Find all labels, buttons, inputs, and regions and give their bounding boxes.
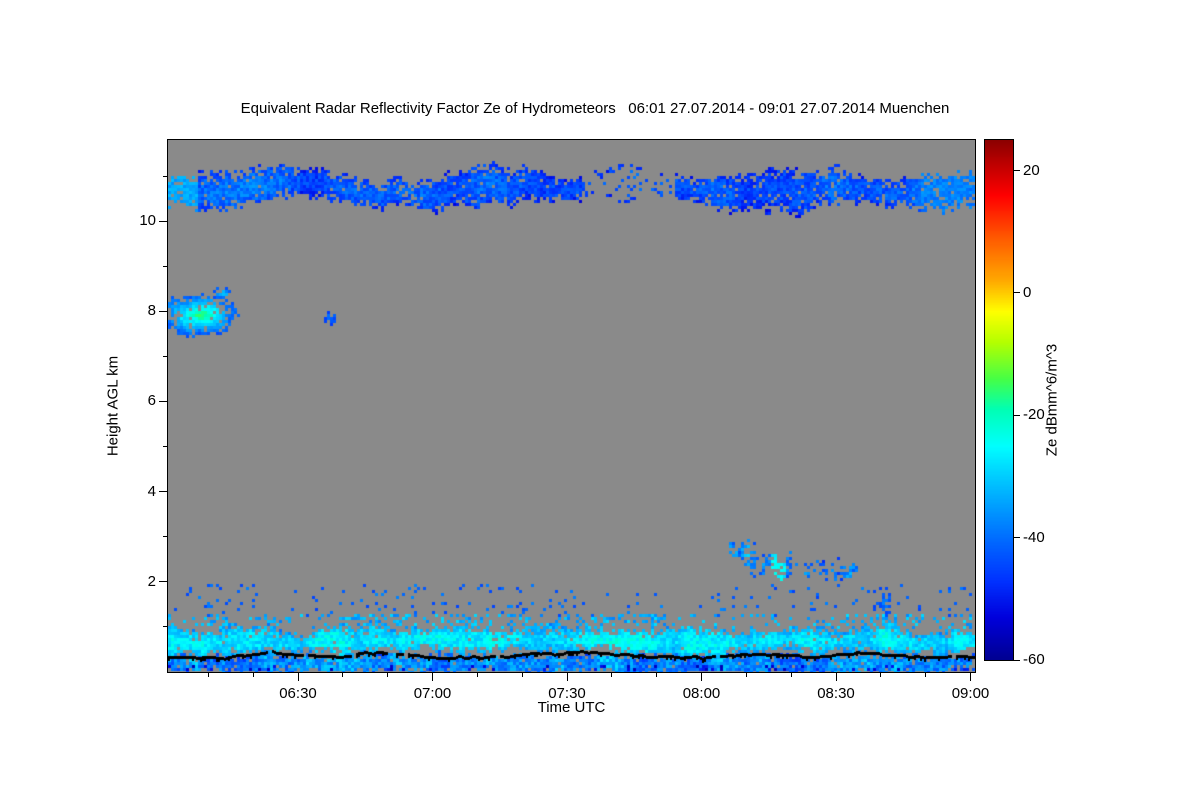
x-minor-tick-mark	[790, 673, 792, 677]
colorbar-tick-mark	[1014, 170, 1020, 172]
y-tick-label: 8	[147, 302, 156, 320]
y-tick-mark	[159, 220, 167, 222]
x-axis-label: Time UTC	[537, 699, 606, 716]
x-tick-label: 07:00	[413, 685, 452, 702]
x-minor-tick-mark	[611, 673, 613, 677]
x-minor-tick-mark	[925, 673, 927, 677]
x-tick-label: 06:30	[279, 685, 317, 702]
x-tick-label: 09:00	[951, 685, 990, 702]
colorbar-label: Ze dBmm^6/m^3	[1043, 343, 1061, 457]
x-tick-label: 08:30	[817, 685, 855, 702]
x-minor-tick-mark	[342, 673, 344, 677]
y-minor-tick-mark	[163, 626, 167, 628]
x-minor-tick-mark	[745, 673, 747, 677]
colorbar-tick-label: -60	[1023, 651, 1045, 668]
x-tick-mark	[701, 673, 702, 681]
x-tick-mark	[432, 673, 433, 681]
y-tick-mark	[159, 491, 167, 493]
x-minor-tick-mark	[207, 673, 209, 677]
chart-title: Equivalent Radar Reflectivity Factor Ze …	[240, 100, 950, 117]
x-tick-mark	[297, 673, 299, 681]
x-tick-label: 07:30	[548, 685, 586, 702]
y-tick-mark	[159, 310, 167, 312]
x-minor-tick-mark	[252, 673, 254, 677]
colorbar-tick-mark	[1014, 537, 1020, 539]
y-tick-label: 6	[147, 392, 156, 410]
y-minor-tick-mark	[163, 536, 167, 538]
y-tick-label: 10	[139, 212, 156, 230]
x-tick-label: 08:00	[682, 685, 721, 702]
y-minor-tick-mark	[163, 265, 167, 267]
colorbar-tick-label: 0	[1023, 283, 1032, 301]
y-tick-label: 4	[147, 482, 156, 500]
x-tick-mark	[835, 673, 837, 681]
x-minor-tick-mark	[656, 673, 658, 677]
colorbar-tick-label: -40	[1023, 528, 1045, 546]
y-axis-label: Height AGL km	[104, 355, 122, 457]
y-minor-tick-mark	[163, 175, 167, 177]
colorbar-tick-mark	[1014, 659, 1020, 661]
y-tick-mark	[159, 400, 167, 402]
x-minor-tick-mark	[521, 673, 523, 677]
colorbar-gradient	[985, 140, 1013, 660]
colorbar-tick-label: -20	[1023, 406, 1045, 424]
colorbar-tick-mark	[1014, 414, 1020, 416]
x-minor-tick-mark	[387, 673, 389, 677]
y-minor-tick-mark	[163, 355, 167, 357]
colorbar-tick-label: 20	[1023, 161, 1040, 179]
x-tick-mark	[566, 673, 568, 681]
y-minor-tick-mark	[163, 446, 167, 448]
y-tick-label: 2	[147, 572, 156, 590]
heatmap-canvas	[168, 140, 975, 672]
x-minor-tick-mark	[476, 673, 478, 677]
x-tick-mark	[970, 673, 971, 681]
x-minor-tick-mark	[880, 673, 882, 677]
colorbar-tick-mark	[1014, 292, 1020, 294]
y-tick-mark	[159, 581, 167, 583]
